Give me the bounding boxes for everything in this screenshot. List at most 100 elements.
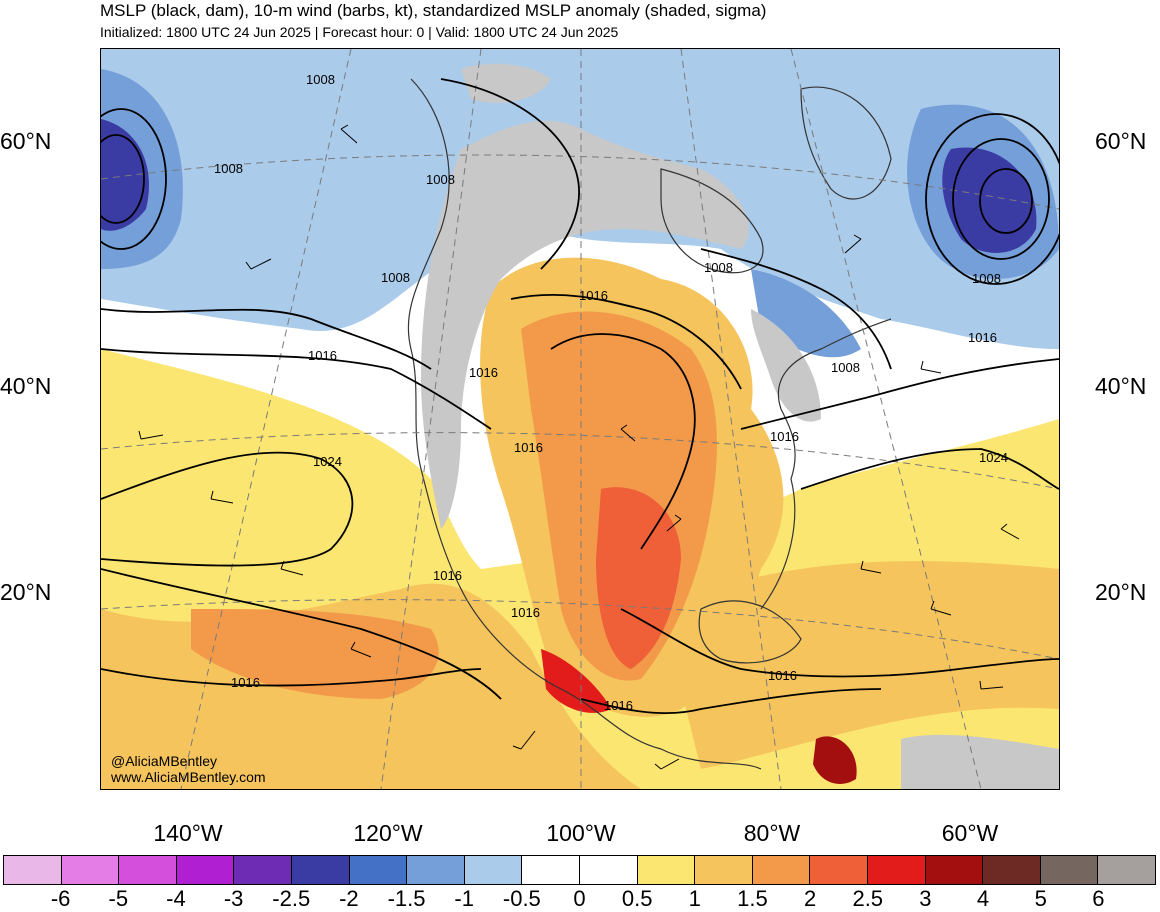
colorbar-cell <box>176 856 235 884</box>
wind-barb <box>1000 523 1020 540</box>
anomaly-darkred-south-america <box>813 736 857 784</box>
wind-barb <box>920 360 942 374</box>
colorbar-cell <box>925 856 984 884</box>
wind-barb <box>245 258 272 270</box>
contour-label: 1008 <box>831 360 860 375</box>
wind-barb <box>340 124 358 144</box>
isobar-1016-a <box>101 348 492 430</box>
map-panel: 1008 1008 1008 1008 1008 1008 1008 1016 … <box>100 48 1060 790</box>
contour-label: 1016 <box>579 288 608 303</box>
terrain-mask-arctic <box>461 63 551 103</box>
colorbar-tick-label: 4 <box>976 886 990 911</box>
lat-label-20-right: 20°N <box>1095 579 1147 605</box>
contour-label: 1024 <box>313 454 342 469</box>
lon-label-60w: 60°W <box>941 820 999 846</box>
isobar-1016-e <box>550 333 696 550</box>
colorbar-tick-label: 2.5 <box>852 886 884 911</box>
wind-barb <box>860 560 882 574</box>
colorbar-cell <box>695 856 753 884</box>
isobar-1016-h <box>580 688 882 714</box>
isobar-1008-a <box>101 308 432 370</box>
wind-barb <box>844 234 862 254</box>
colorbar-cell <box>637 856 696 884</box>
colorbar-tick-label: -5 <box>108 886 129 911</box>
lat-label-60-left: 60°N <box>0 128 52 154</box>
lon-label-120w: 120°W <box>353 820 423 846</box>
isobar-low-atlantic-3 <box>979 168 1033 234</box>
terrain-mask-east <box>751 309 821 422</box>
colorbar-cell <box>752 856 811 884</box>
colorbar-cell <box>4 856 62 884</box>
colorbar-cell <box>61 856 120 884</box>
anomaly-orange-light-east <box>661 561 1059 769</box>
wind-barb <box>280 560 304 576</box>
anomaly-darkblue-pacific-low <box>101 119 149 231</box>
colorbar <box>3 855 1156 885</box>
wind-barb <box>620 424 636 442</box>
isobar-1024-west <box>101 451 354 567</box>
colorbar-tick-label: 0.5 <box>621 886 653 911</box>
contour-label: 1016 <box>231 675 260 690</box>
colorbar-tick-label: -1.5 <box>387 886 426 911</box>
isobar-1024-east <box>800 448 1059 490</box>
wind-barbs <box>138 124 1020 770</box>
contour-label: 1016 <box>604 698 633 713</box>
colorbar-tick-label: -3 <box>223 886 244 911</box>
anomaly-red-core <box>596 487 681 669</box>
contour-label: 1008 <box>306 72 335 87</box>
terrain-mask-south-america <box>901 734 1059 789</box>
colorbar-cell <box>579 856 638 884</box>
map-canvas: 1008 1008 1008 1008 1008 1008 1008 1016 … <box>101 49 1059 789</box>
coastline-greenland <box>800 86 892 200</box>
chart-subtitle: Initialized: 1800 UTC 24 Jun 2025 | Fore… <box>100 24 619 40</box>
isobar-low-atlantic-1 <box>925 113 1059 285</box>
colorbar-tick-label: 2 <box>803 886 817 911</box>
contour-label: 1024 <box>979 450 1008 465</box>
terrain-mask-west <box>421 120 749 529</box>
colorbar-cell <box>349 856 408 884</box>
colorbar-tick-label: -0.5 <box>502 886 541 911</box>
wind-barb <box>210 490 234 504</box>
coastline-hudson-bay <box>660 168 764 274</box>
colorbar-tick-label: 6 <box>1092 886 1105 911</box>
isobars <box>101 78 1059 714</box>
colorbar-cell <box>1098 856 1155 884</box>
anomaly-red-mexico <box>541 649 611 713</box>
contour-label: 1016 <box>308 348 337 363</box>
colorbar-cell <box>234 856 292 884</box>
colorbar-cell <box>810 856 868 884</box>
colorbar-tick-label: -2 <box>339 886 359 911</box>
wind-barb <box>350 641 372 658</box>
coastline-gulf <box>698 600 802 664</box>
credit-website: www.AliciaMBentley.com <box>111 769 266 785</box>
isobar-low-atlantic-2 <box>952 138 1050 260</box>
contour-label: 1008 <box>381 270 410 285</box>
lon-label-100w: 100°W <box>546 820 616 846</box>
colorbar-tick-label: -4 <box>166 886 186 911</box>
isobar-1016-d <box>510 294 742 390</box>
chart-title: MSLP (black, dam), 10-m wind (barbs, kt)… <box>100 1 767 20</box>
grid-lon-120 <box>380 49 482 789</box>
lon-label-140w: 140°W <box>153 820 223 846</box>
colorbar-cell <box>983 856 1041 884</box>
coastline-pacific <box>407 78 762 770</box>
colorbar-tick-label: -2.5 <box>272 886 311 911</box>
anomaly-darkblue-atlantic-low <box>942 147 1037 253</box>
contour-label-layer: 1008 1008 1008 1008 1008 1008 1008 1016 … <box>214 72 1008 713</box>
isobar-1016-c <box>101 668 482 687</box>
colorbar-cell <box>867 856 926 884</box>
contour-label: 1016 <box>514 440 543 455</box>
contour-label: 1008 <box>972 271 1001 286</box>
colorbar-tick-label: 1 <box>688 886 701 911</box>
contour-label: 1008 <box>214 161 243 176</box>
contour-label: 1016 <box>770 429 799 444</box>
colorbar-cell <box>291 856 350 884</box>
contour-label: 1008 <box>426 172 455 187</box>
contour-label: 1008 <box>704 260 733 275</box>
isobar-1008-c <box>700 248 892 370</box>
colorbar-tick-label: -6 <box>50 886 71 911</box>
wind-barb <box>666 514 682 532</box>
grid-lon-80 <box>680 49 782 789</box>
colorbar-tick-label: 5 <box>1034 886 1047 911</box>
isobar-1008-b <box>440 78 580 270</box>
